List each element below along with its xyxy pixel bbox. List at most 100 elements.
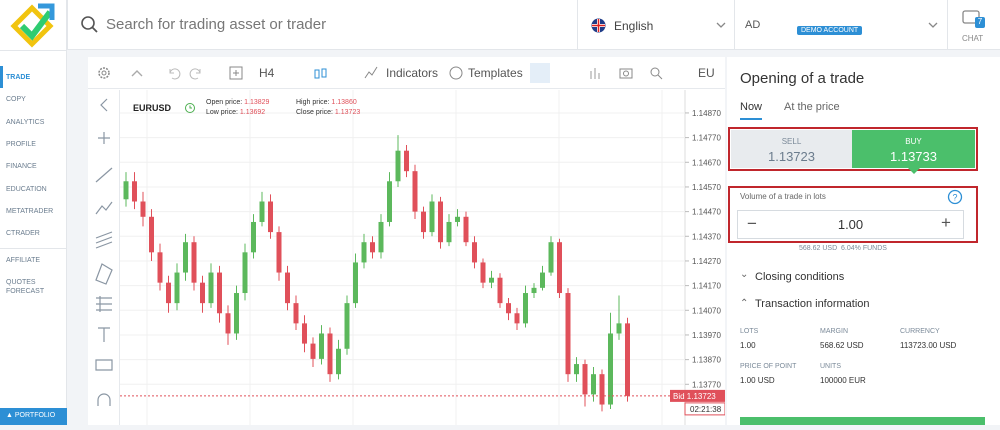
- candle-body: [506, 303, 511, 314]
- menu-item[interactable]: COPY: [6, 96, 26, 104]
- candle-body: [276, 232, 282, 273]
- sell-price: 1.13723: [768, 149, 815, 164]
- chat-icon[interactable]: [962, 10, 986, 30]
- tab-now[interactable]: Now: [740, 101, 763, 113]
- menu-item[interactable]: FINANCE: [6, 163, 37, 171]
- menu-item[interactable]: TRADE: [6, 74, 31, 81]
- candle-body: [208, 272, 214, 304]
- portfolio-button[interactable]: [0, 408, 67, 425]
- top-bar: Search for trading asset or trader Engli…: [0, 0, 1000, 50]
- open-button[interactable]: [740, 417, 985, 425]
- tool-icons: [95, 98, 113, 406]
- search-icon: [81, 16, 98, 33]
- timer-box: [684, 402, 725, 416]
- detail-value: 113723.00 USD: [900, 341, 957, 350]
- candle-body: [429, 201, 435, 233]
- candle-body: [582, 364, 588, 395]
- y-tick-label: 1.14170: [692, 282, 721, 291]
- collapse-icon[interactable]: [130, 67, 144, 79]
- camera-icon[interactable]: [618, 65, 634, 81]
- candle-body: [217, 272, 222, 314]
- candle-body: [302, 323, 307, 344]
- candle-body: [616, 323, 622, 334]
- indicators-button[interactable]: Indicators: [386, 66, 439, 80]
- flag-icon: [591, 18, 606, 33]
- add-icon[interactable]: [228, 65, 244, 81]
- undo-redo[interactable]: [166, 65, 206, 81]
- candle-body: [574, 364, 579, 375]
- svg-text:?: ?: [952, 193, 957, 203]
- drawing-tools: [88, 90, 120, 425]
- y-tick-label: 1.14470: [692, 208, 721, 217]
- candle-body: [523, 293, 528, 324]
- account-name[interactable]: AD: [745, 19, 761, 31]
- candle-type-icon[interactable]: [312, 66, 330, 82]
- menu-item[interactable]: METATRADER: [6, 207, 54, 215]
- timeframe[interactable]: H4: [259, 66, 275, 80]
- candle-body: [191, 242, 197, 283]
- detail-label: PRICE OF POINT: [740, 363, 797, 370]
- candle-body: [293, 303, 299, 324]
- plus-button[interactable]: +: [941, 213, 951, 232]
- candle-body: [285, 272, 290, 304]
- volume-label: Volume of a trade in lots: [740, 192, 826, 201]
- sell-buy-box: [728, 127, 978, 171]
- candle-body: [361, 242, 367, 263]
- candle-body: [225, 313, 231, 334]
- volume-input[interactable]: [737, 210, 964, 239]
- language[interactable]: English: [614, 19, 654, 33]
- settings-icon[interactable]: [96, 65, 112, 81]
- bars-icon[interactable]: [588, 65, 604, 81]
- price-info-item: Open price: 1.13829: [206, 99, 269, 106]
- transaction-info[interactable]: Transaction information: [755, 298, 870, 310]
- chat-count: 7: [977, 17, 983, 26]
- closing-conditions[interactable]: Closing conditions: [755, 271, 845, 283]
- minus-button[interactable]: −: [747, 214, 757, 233]
- volume-value: 1.00: [837, 217, 864, 232]
- candle-body: [353, 262, 358, 304]
- calendar-button[interactable]: [530, 63, 550, 83]
- chat-label[interactable]: CHAT: [962, 34, 984, 43]
- candle-body: [463, 216, 469, 243]
- menu-item[interactable]: CTRADER: [6, 230, 40, 238]
- candle-body: [327, 333, 333, 375]
- info-value: 1.13723: [334, 109, 361, 116]
- tab-at-price[interactable]: At the price: [784, 101, 840, 113]
- menu-item[interactable]: PROFILE: [6, 140, 36, 148]
- sidebar: ▲ PORTFOLIO TRADE COPY ANALYTICS PROFILE FIN…: [0, 0, 67, 425]
- candle-body: [132, 181, 137, 202]
- info-value: 1.13692: [239, 109, 266, 116]
- info-value: 1.13860: [331, 99, 357, 106]
- menu-item[interactable]: ANALYTICS: [6, 118, 45, 126]
- candle-body: [531, 287, 537, 294]
- y-tick-label: 1.14370: [692, 232, 721, 241]
- closing-arrow: ⌄: [740, 269, 749, 280]
- menu-item[interactable]: AFFILIATE: [6, 257, 41, 264]
- candle-body: [183, 242, 188, 273]
- buy-pointer: [908, 168, 920, 174]
- divider: [734, 0, 735, 50]
- chevron: [928, 22, 938, 28]
- templates-button[interactable]: Templates: [468, 66, 523, 80]
- candle-body: [140, 201, 146, 217]
- indicators-icon: [364, 66, 378, 79]
- search-input[interactable]: Search for trading asset or trader: [106, 16, 327, 33]
- account-badge: DEMO ACCOUNT: [797, 26, 863, 35]
- candle-body: [497, 277, 503, 304]
- sell-button[interactable]: [731, 130, 852, 168]
- portfolio-label[interactable]: ▲ PORTFOLIO: [6, 412, 56, 419]
- candle-body: [200, 282, 205, 304]
- symbol-tab[interactable]: EU: [698, 66, 715, 80]
- candle-body: [166, 282, 171, 304]
- zoom-icon[interactable]: [648, 65, 664, 81]
- menu-item[interactable]: EDUCATION: [6, 185, 47, 193]
- menu-item[interactable]: QUOTES FORECAST: [6, 279, 45, 295]
- candle-body: [149, 216, 154, 253]
- divider: [947, 0, 948, 50]
- help-icon[interactable]: ?: [947, 189, 963, 205]
- detail-label: MARGIN: [820, 328, 848, 335]
- detail-label: LOTS: [740, 328, 759, 335]
- buy-button[interactable]: [852, 130, 975, 168]
- candle-body: [123, 181, 129, 200]
- divider: [577, 0, 578, 50]
